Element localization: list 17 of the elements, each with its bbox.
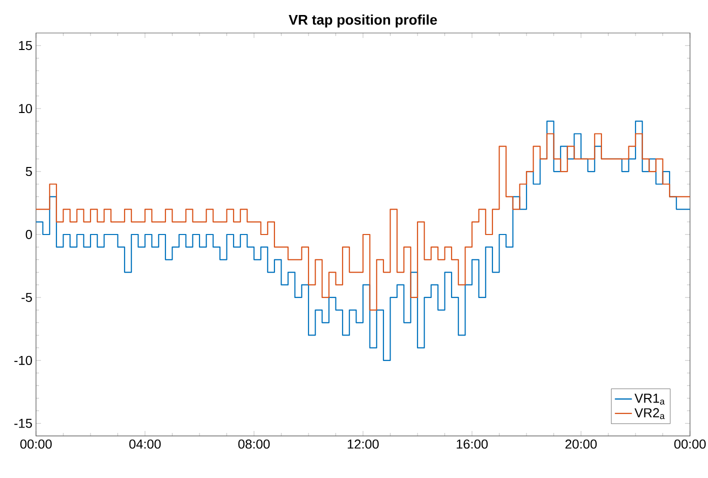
- x-tick-label: 08:00: [238, 440, 270, 449]
- y-tick-label: 10: [19, 104, 32, 114]
- y-tick-label: -5: [22, 292, 32, 302]
- x-tick-label: 12:00: [348, 440, 379, 449]
- x-tick-label: 00:00: [674, 440, 706, 449]
- x-tick-label: 20:00: [565, 440, 597, 449]
- y-tick-label: 15: [19, 41, 32, 50]
- y-tick-label: -15: [14, 418, 32, 428]
- x-tick-label: 00:00: [20, 440, 52, 449]
- x-tick-label: 16:00: [456, 440, 488, 449]
- chart-title: VR tap position profile: [288, 14, 437, 28]
- y-tick-label: 0: [26, 230, 32, 240]
- y-tick-label: -10: [14, 356, 32, 366]
- legend-label: VR2$_{a}$: [634, 408, 665, 420]
- x-tick-label: 04:00: [129, 440, 161, 449]
- legend-label: VR1$_{a}$: [634, 394, 665, 405]
- y-tick-label: 5: [26, 167, 32, 176]
